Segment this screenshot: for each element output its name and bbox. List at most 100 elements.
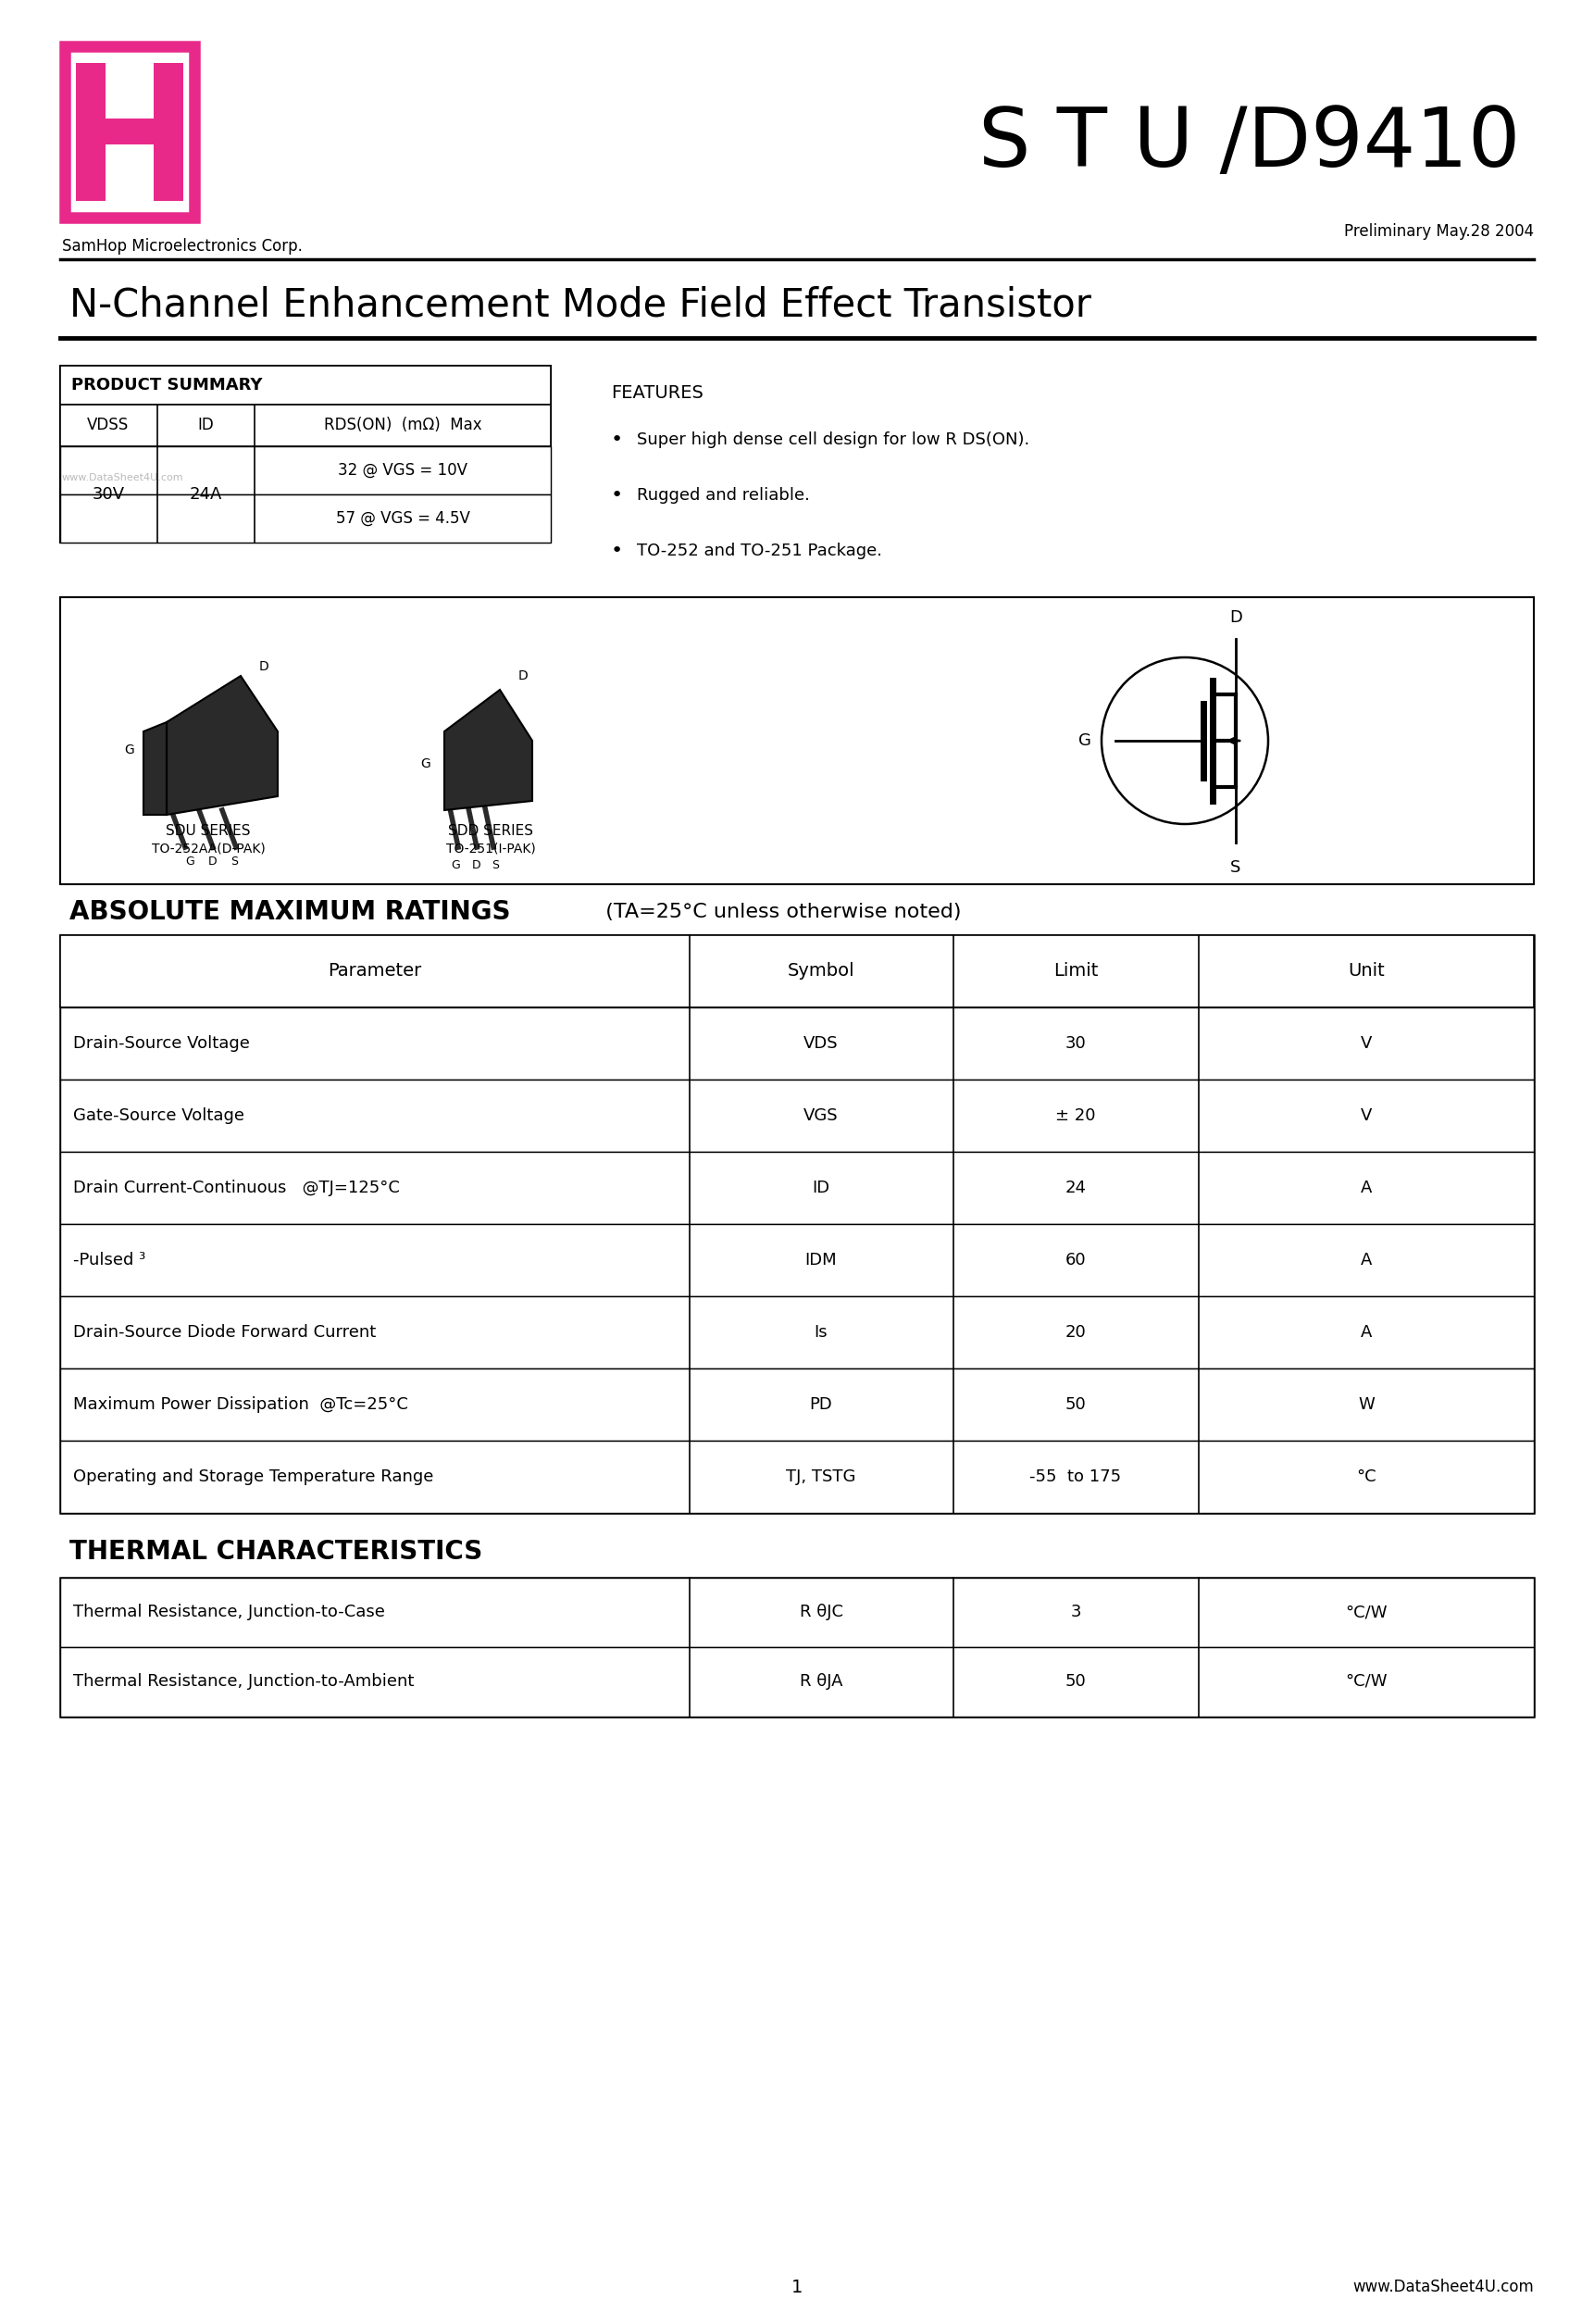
Text: •: • xyxy=(611,430,623,449)
Text: Limit: Limit xyxy=(1054,962,1098,981)
Text: Unit: Unit xyxy=(1349,962,1385,981)
Text: 60: 60 xyxy=(1065,1253,1086,1269)
Text: Operating and Storage Temperature Range: Operating and Storage Temperature Range xyxy=(73,1469,434,1485)
Bar xyxy=(61,934,1533,1006)
Text: www.DataSheet4U.com: www.DataSheet4U.com xyxy=(62,474,183,483)
Text: D: D xyxy=(472,860,481,872)
Text: N-Channel Enhancement Mode Field Effect Transistor: N-Channel Enhancement Mode Field Effect … xyxy=(70,286,1092,325)
Polygon shape xyxy=(445,690,532,811)
Bar xyxy=(61,365,552,541)
Bar xyxy=(77,63,105,200)
Bar xyxy=(61,1081,1533,1153)
Polygon shape xyxy=(167,676,277,816)
Text: G: G xyxy=(185,855,194,867)
Bar xyxy=(61,446,552,495)
Text: W: W xyxy=(1358,1397,1374,1413)
Text: Thermal Resistance, Junction-to-Case: Thermal Resistance, Junction-to-Case xyxy=(73,1604,386,1620)
Text: °C: °C xyxy=(1356,1469,1376,1485)
Text: VDS: VDS xyxy=(803,1034,838,1053)
Text: G: G xyxy=(451,860,461,872)
Text: VDSS: VDSS xyxy=(88,416,129,432)
Text: -Pulsed ³: -Pulsed ³ xyxy=(73,1253,145,1269)
Bar xyxy=(153,63,183,200)
Text: S: S xyxy=(1231,860,1242,876)
Text: THERMAL CHARACTERISTICS: THERMAL CHARACTERISTICS xyxy=(70,1538,483,1564)
Text: S: S xyxy=(231,855,238,867)
Text: 24: 24 xyxy=(1065,1181,1086,1197)
Text: S: S xyxy=(491,860,499,872)
Text: -55  to 175: -55 to 175 xyxy=(1030,1469,1122,1485)
Text: RDS(ON)  (mΩ)  Max: RDS(ON) (mΩ) Max xyxy=(324,416,481,432)
Text: R θJC: R θJC xyxy=(799,1604,843,1620)
Text: SDD SERIES: SDD SERIES xyxy=(448,823,532,837)
Text: TO-251(I-PAK): TO-251(I-PAK) xyxy=(446,844,536,855)
Bar xyxy=(61,597,1533,883)
Text: Rugged and reliable.: Rugged and reliable. xyxy=(638,488,810,504)
Bar xyxy=(61,934,1533,1513)
Text: TJ, TSTG: TJ, TSTG xyxy=(786,1469,856,1485)
Text: PRODUCT SUMMARY: PRODUCT SUMMARY xyxy=(72,376,263,393)
Text: SamHop Microelectronics Corp.: SamHop Microelectronics Corp. xyxy=(62,237,303,256)
Text: ID: ID xyxy=(198,416,214,432)
Text: D: D xyxy=(1229,609,1242,625)
Text: V: V xyxy=(1361,1106,1372,1125)
Text: G: G xyxy=(421,758,430,769)
Text: 50: 50 xyxy=(1065,1397,1086,1413)
Text: TO-252 and TO-251 Package.: TO-252 and TO-251 Package. xyxy=(638,541,881,560)
Text: A: A xyxy=(1361,1253,1372,1269)
Text: Is: Is xyxy=(815,1325,827,1341)
Text: 50: 50 xyxy=(1065,1673,1086,1690)
Text: D: D xyxy=(258,660,269,674)
Bar xyxy=(61,404,552,446)
Text: •: • xyxy=(611,486,623,504)
Text: 1: 1 xyxy=(791,2278,803,2296)
Text: D: D xyxy=(518,669,528,683)
Text: Preliminary May.28 2004: Preliminary May.28 2004 xyxy=(1344,223,1533,239)
Bar xyxy=(61,1225,1533,1297)
Bar xyxy=(61,1648,1533,1717)
Bar xyxy=(61,1578,1533,1648)
Text: •: • xyxy=(611,541,623,560)
Text: G: G xyxy=(1079,732,1092,748)
Text: (TA=25°C unless otherwise noted): (TA=25°C unless otherwise noted) xyxy=(593,902,961,920)
Text: Maximum Power Dissipation  @Tc=25°C: Maximum Power Dissipation @Tc=25°C xyxy=(73,1397,408,1413)
Text: 30V: 30V xyxy=(92,486,124,502)
Text: A: A xyxy=(1361,1325,1372,1341)
Text: Parameter: Parameter xyxy=(328,962,422,981)
Text: °C/W: °C/W xyxy=(1345,1673,1387,1690)
Bar xyxy=(61,1297,1533,1369)
Text: ± 20: ± 20 xyxy=(1055,1106,1095,1125)
Bar xyxy=(61,1578,1533,1717)
Polygon shape xyxy=(143,723,167,816)
Bar xyxy=(61,1441,1533,1513)
Text: Drain-Source Voltage: Drain-Source Voltage xyxy=(73,1034,250,1053)
Bar xyxy=(61,1006,1533,1081)
Text: D: D xyxy=(209,855,217,867)
Text: A: A xyxy=(1361,1181,1372,1197)
Text: Symbol: Symbol xyxy=(787,962,854,981)
Text: Thermal Resistance, Junction-to-Ambient: Thermal Resistance, Junction-to-Ambient xyxy=(73,1673,414,1690)
Text: S T U /D9410: S T U /D9410 xyxy=(979,102,1521,184)
Text: ABSOLUTE MAXIMUM RATINGS: ABSOLUTE MAXIMUM RATINGS xyxy=(70,899,510,925)
Text: Gate-Source Voltage: Gate-Source Voltage xyxy=(73,1106,244,1125)
Bar xyxy=(61,1369,1533,1441)
Bar xyxy=(65,46,194,218)
Text: 3: 3 xyxy=(1070,1604,1081,1620)
Text: 32 @ VGS = 10V: 32 @ VGS = 10V xyxy=(338,462,467,479)
Text: Super high dense cell design for low R DS(ON).: Super high dense cell design for low R D… xyxy=(638,432,1030,449)
Text: V: V xyxy=(1361,1034,1372,1053)
Bar xyxy=(61,365,552,404)
Text: R θJA: R θJA xyxy=(800,1673,843,1690)
Bar xyxy=(61,1153,1533,1225)
Text: VGS: VGS xyxy=(803,1106,838,1125)
Text: °C/W: °C/W xyxy=(1345,1604,1387,1620)
Text: FEATURES: FEATURES xyxy=(611,383,703,402)
Text: PD: PD xyxy=(810,1397,832,1413)
Text: SDU SERIES: SDU SERIES xyxy=(166,823,250,837)
Text: 30: 30 xyxy=(1065,1034,1086,1053)
Text: 57 @ VGS = 4.5V: 57 @ VGS = 4.5V xyxy=(336,511,470,528)
Text: ID: ID xyxy=(813,1181,830,1197)
Text: IDM: IDM xyxy=(805,1253,837,1269)
Bar xyxy=(61,495,552,541)
Text: Drain-Source Diode Forward Current: Drain-Source Diode Forward Current xyxy=(73,1325,376,1341)
